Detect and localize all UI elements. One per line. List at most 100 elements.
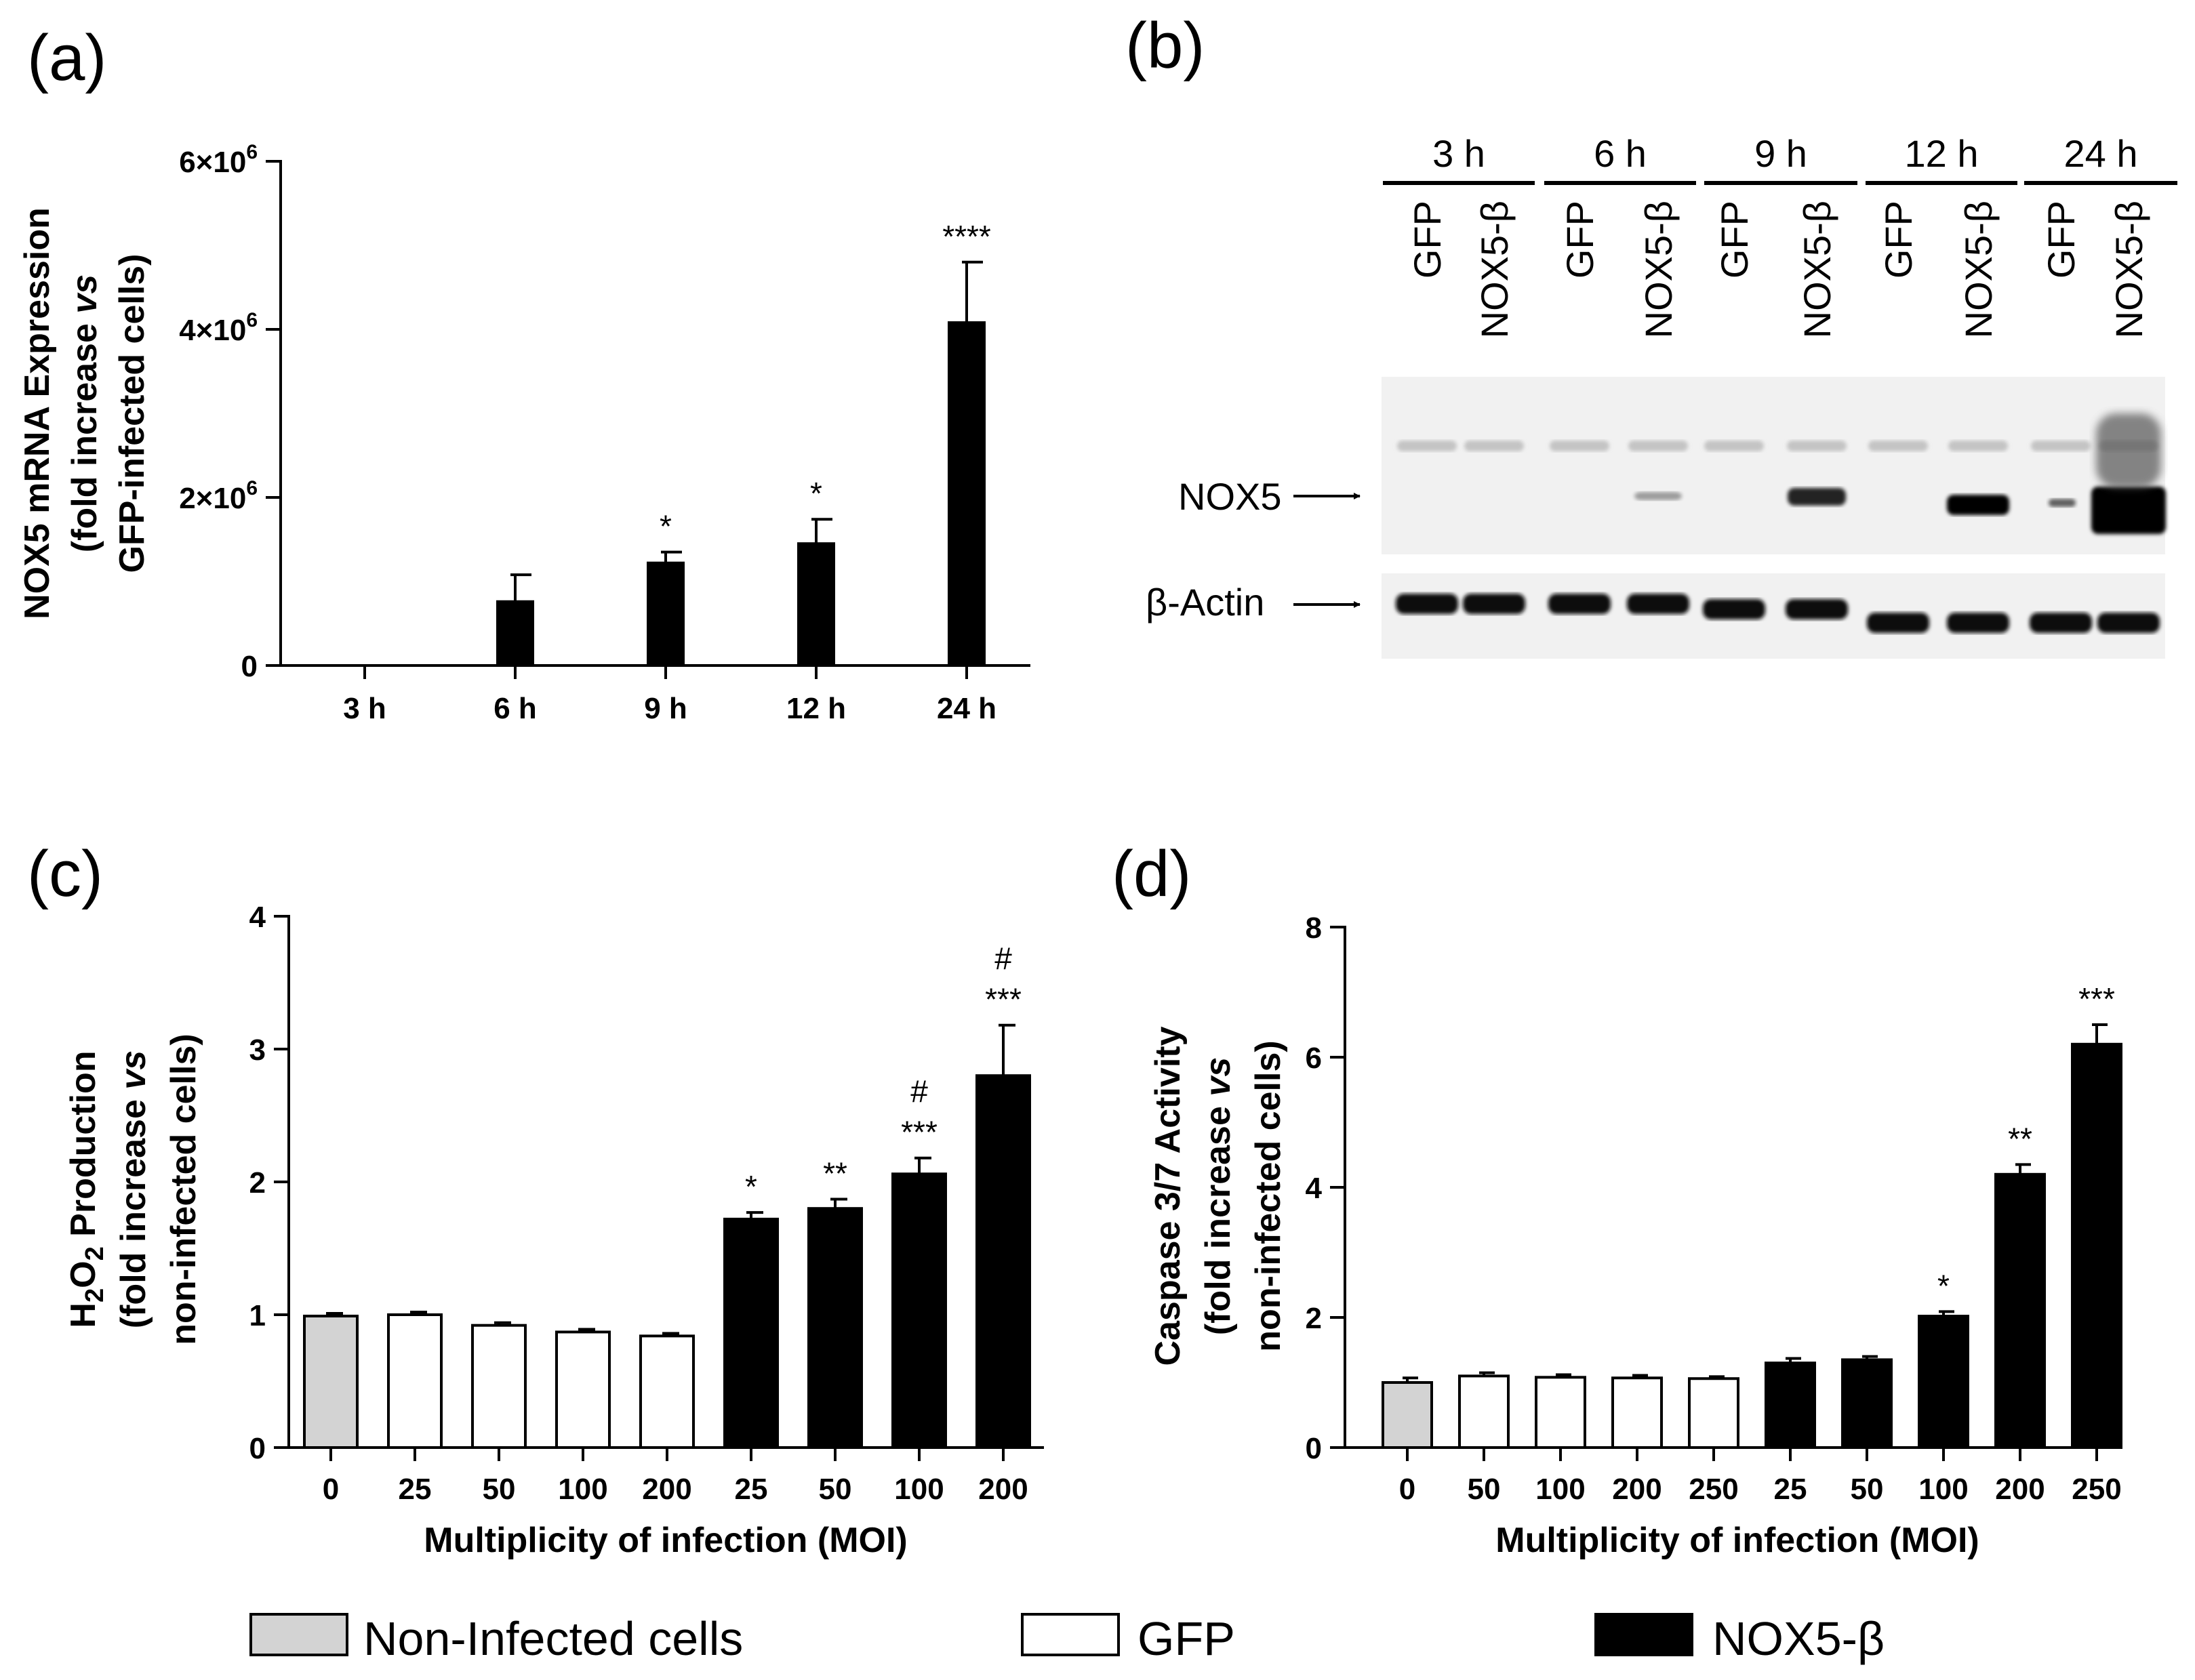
c-ylabel-line1: H2O2 Production: [64, 1050, 109, 1328]
a-ytick-label: 0: [241, 650, 258, 683]
d-xtick-label: 25: [1774, 1473, 1807, 1506]
legend-swatch-nox5: [1594, 1613, 1693, 1656]
d-ylabel-line2: (fold increase vs: [1199, 1057, 1238, 1335]
a-bar: [647, 561, 685, 667]
a-xtick-label: 6 h: [494, 692, 537, 725]
c-significance: *: [745, 1169, 757, 1204]
panel-a-label: (a): [27, 22, 106, 94]
blot-lane-label: NOX5-β: [1473, 201, 1516, 338]
d-bar: [1994, 1172, 2046, 1450]
blot-timepoint-label: 12 h: [1905, 132, 1979, 175]
a-bar: [797, 542, 835, 668]
a-significance: *: [810, 476, 822, 511]
blot-band-upper: [1787, 441, 1847, 451]
d-bar: [1688, 1377, 1739, 1449]
c-xlabel: Multiplicity of infection (MOI): [424, 1521, 907, 1560]
blot-band-upper: [1550, 441, 1609, 451]
d-xtick-label: 50: [1851, 1473, 1884, 1506]
blot-lane-label: NOX5-β: [1957, 201, 2000, 338]
c-bar: [639, 1334, 695, 1449]
d-xtick-label: 250: [2072, 1473, 2121, 1506]
d-ytick-label: 4: [1306, 1172, 1323, 1205]
blot-band-actin: [1786, 599, 1848, 619]
c-bar: [807, 1207, 863, 1449]
d-xtick-label: 0: [1399, 1473, 1415, 1506]
a-significance: ****: [942, 219, 991, 254]
blot-band-actin: [1463, 594, 1525, 614]
c-xtick-label: 100: [558, 1473, 607, 1506]
c-bar: [723, 1217, 779, 1449]
a-xtick-label: 9 h: [644, 692, 687, 725]
d-bar: [1611, 1376, 1663, 1450]
legend-label-nox5: NOX5-β: [1712, 1612, 1885, 1665]
blot-band-actin: [1867, 613, 1929, 633]
c-ytick-label: 0: [249, 1432, 266, 1465]
d-bar: [1535, 1376, 1586, 1449]
d-xtick-label: 200: [1612, 1473, 1662, 1506]
c-significance: ***: [901, 1115, 938, 1150]
a-xtick-label: 24 h: [937, 692, 996, 725]
c-bar: [555, 1330, 611, 1449]
blot-timepoint-label: 6 h: [1594, 132, 1647, 175]
blot-band-upper: [1868, 441, 1928, 451]
c-xtick-label: 200: [642, 1473, 691, 1506]
d-significance: ***: [2078, 981, 2115, 1017]
blot-band-actin: [1548, 594, 1611, 614]
blot-band-upper: [1397, 441, 1457, 451]
d-xlabel: Multiplicity of infection (MOI): [1495, 1521, 1979, 1560]
c-xtick-label: 0: [323, 1473, 339, 1506]
blot-lane-label: NOX5-β: [2108, 201, 2150, 338]
blot-lane-label: GFP: [1558, 201, 1601, 279]
blot-band-upper: [1704, 441, 1764, 451]
d-bar: [2071, 1042, 2122, 1450]
a-ytick-label: 2×106: [179, 477, 258, 515]
a-ylabel-line3: GFP-infected cells): [113, 254, 152, 573]
c-bar: [975, 1074, 1031, 1449]
c-ytick-label: 2: [249, 1166, 266, 1200]
d-ytick-label: 2: [1306, 1302, 1322, 1335]
blot-lane-label: NOX5-β: [1637, 201, 1680, 338]
blot-band-actin: [1703, 599, 1765, 619]
blot-timepoint-label: 3 h: [1432, 132, 1485, 175]
blot-smear-24h: [2096, 413, 2161, 488]
d-ytick-label: 6: [1306, 1042, 1322, 1075]
c-xtick-label: 50: [819, 1473, 852, 1506]
d-xtick-label: 100: [1918, 1473, 1968, 1506]
c-hash: #: [994, 941, 1012, 977]
panel-b-label: (b): [1125, 9, 1205, 82]
blot-lane-label: GFP: [1877, 201, 1920, 279]
blot-band-actin: [1396, 594, 1458, 614]
d-ylabel-line1: Caspase 3/7 Activity: [1148, 1026, 1188, 1366]
c-hash: #: [910, 1074, 928, 1109]
c-ytick-label: 3: [249, 1033, 266, 1067]
d-xtick-label: 50: [1468, 1473, 1501, 1506]
panel-c-label: (c): [27, 838, 103, 910]
legend-swatch-noninfected: [249, 1613, 348, 1656]
blot-lane-label: GFP: [1406, 201, 1449, 279]
legend-swatch-gfp: [1021, 1613, 1120, 1656]
c-ytick-label: 4: [249, 901, 266, 934]
blot-band-actin: [2097, 613, 2160, 633]
d-significance: *: [1937, 1268, 1950, 1303]
d-ylabel-line3: non-infected cells): [1249, 1040, 1288, 1351]
d-bar: [1382, 1381, 1433, 1449]
c-xtick-label: 50: [483, 1473, 516, 1506]
blot-band-nox5: [1947, 495, 2009, 515]
panel-d-label: (d): [1112, 838, 1191, 910]
a-xtick-label: 12 h: [786, 692, 846, 725]
c-significance: **: [823, 1155, 847, 1191]
blot-lane-label: NOX5-β: [1796, 201, 1838, 338]
legend-label-noninfected: Non-Infected cells: [363, 1612, 743, 1665]
blot-band-actin: [1947, 613, 2009, 633]
blot-lane-label: GFP: [1713, 201, 1756, 279]
a-bar: [496, 600, 534, 668]
blot-row-label-nox5: NOX5: [1178, 475, 1282, 518]
blot-band-actin: [2030, 613, 2092, 633]
d-xtick-label: 200: [1995, 1473, 2045, 1506]
blot-band-upper: [1464, 441, 1524, 451]
a-ytick-label: 6×106: [179, 141, 258, 179]
blot-band-actin: [1627, 594, 1689, 614]
c-xtick-label: 200: [978, 1473, 1028, 1506]
